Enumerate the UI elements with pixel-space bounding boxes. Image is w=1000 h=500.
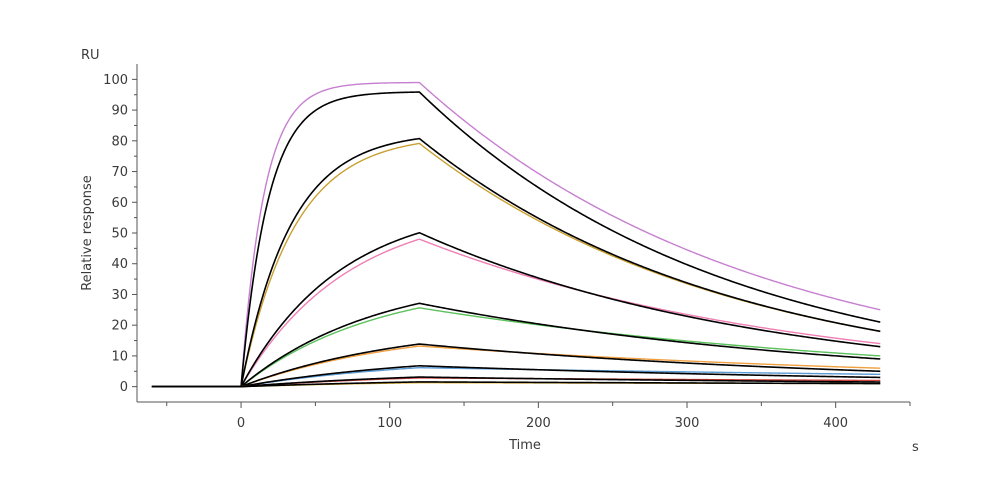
y-tick-label: 100: [103, 73, 128, 88]
y-tick-label: 60: [111, 196, 128, 211]
y-tick-label: 90: [111, 104, 128, 119]
y-tick-label: 0: [120, 380, 128, 395]
series-line-8: [151, 302, 881, 388]
series-line-12: [151, 364, 881, 388]
y-unit-label: RU: [81, 48, 100, 63]
y-tick-label: 30: [111, 288, 128, 303]
series-line-10: [151, 343, 881, 388]
y-tick-label: 20: [111, 319, 128, 334]
x-tick-label: 200: [526, 416, 551, 431]
x-axis-title: Time: [508, 438, 541, 453]
series-line-4: [151, 137, 881, 388]
series-line-14: [151, 376, 881, 388]
series-line-1: [151, 81, 881, 388]
x-tick-label: 0: [237, 416, 245, 431]
y-tick-label: 80: [111, 134, 128, 149]
y-ticks: 0 10 20 30 40 50 60 70 80 90 100: [103, 73, 137, 395]
y-axis-title: Relative response: [80, 175, 95, 291]
x-unit-label: s: [912, 440, 919, 455]
series-line-16: [151, 381, 881, 388]
series-line-2: [151, 91, 881, 388]
x-tick-label: 100: [377, 416, 402, 431]
x-tick-label: 400: [823, 416, 848, 431]
axes: 0 10 20 30 40 50 60 70 80 90 100 0 100 200 300 400: [103, 64, 911, 431]
series-line-7: [151, 307, 881, 388]
y-tick-label: 50: [111, 227, 128, 242]
y-tick-label: 40: [111, 257, 128, 272]
series-lines: [151, 81, 881, 388]
x-tick-label: 300: [675, 416, 700, 431]
x-ticks: 0 100 200 300 400: [166, 402, 911, 431]
series-line-6: [151, 231, 881, 388]
y-tick-label: 10: [111, 349, 128, 364]
series-line-5: [151, 238, 881, 388]
y-tick-label: 70: [111, 165, 128, 180]
